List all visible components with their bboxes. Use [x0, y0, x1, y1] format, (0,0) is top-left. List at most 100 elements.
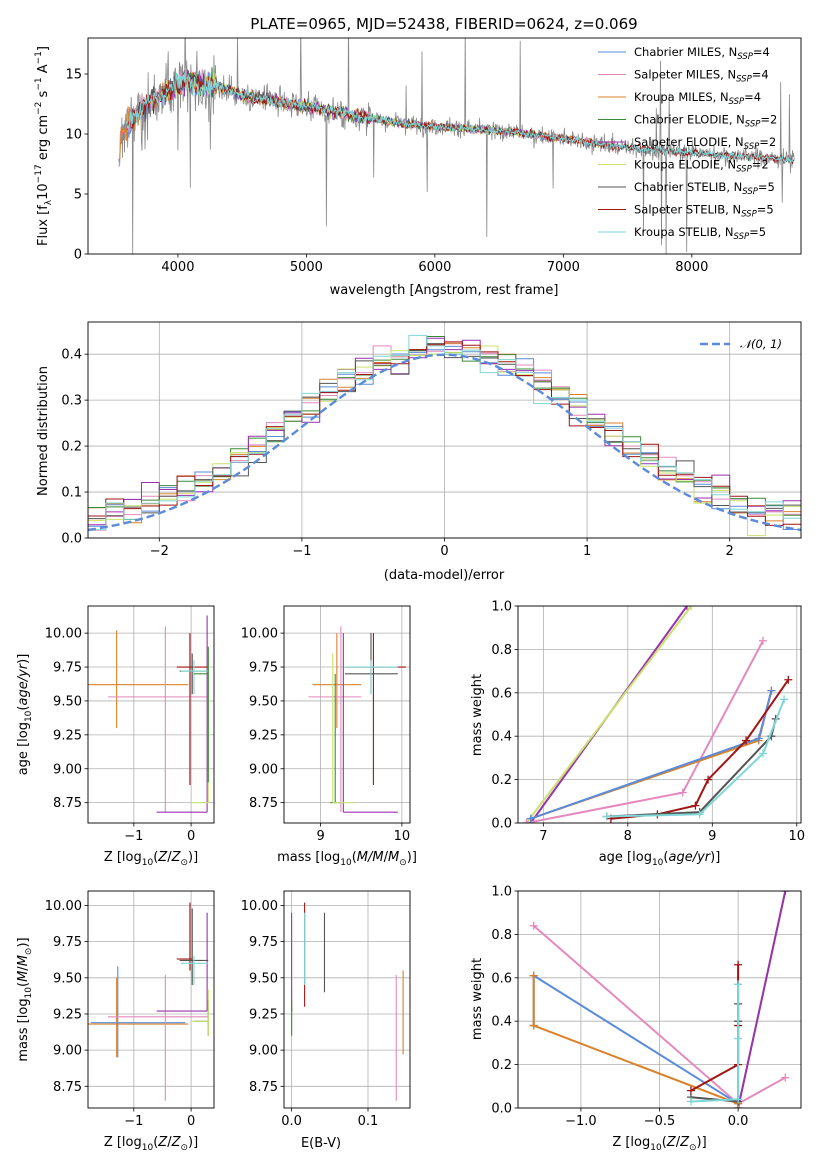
y-tick-label: 0.2: [61, 440, 82, 455]
p-ageZ-ylabel-part: age [log: [16, 722, 31, 775]
salpeter-miles-weight-marker: [758, 636, 767, 645]
p-ageM-xlabel-part: (: [352, 850, 357, 865]
chabrier-miles-weight-marker: [767, 686, 776, 695]
x-tick-label: 9: [316, 829, 324, 844]
legend-name: Chabrier ELODIE, N: [634, 113, 745, 127]
y-tick-label: 9.00: [249, 1044, 278, 1059]
x-tick-label: −2: [150, 544, 169, 559]
y-tick-label: 0: [74, 248, 82, 263]
salpeter-miles-histogram: [88, 343, 801, 538]
legend-label: Salpeter ELODIE, NSSP=2: [634, 135, 776, 152]
y-tick-label: 0.0: [491, 1102, 512, 1117]
p-ageZ-ylabel-part: )]: [16, 654, 31, 664]
observed-spectrum-line: [121, 38, 795, 254]
y-tick-label: 0.0: [491, 817, 512, 832]
x-tick-label: 10: [789, 829, 806, 844]
y-tick-label: 9.50: [249, 971, 278, 986]
y-tick-label: 0.2: [491, 773, 512, 788]
legend-label: Salpeter MILES, NSSP=4: [634, 68, 769, 85]
weight-z-ylabel: mass weight: [470, 958, 485, 1040]
legend-label: 𝒩(0, 1): [740, 337, 782, 351]
spectrum-ylabel-part: 10: [36, 183, 51, 200]
chabrier-miles-weight-line: [532, 973, 739, 1105]
p-mZ-ylabel-part: 10: [24, 987, 34, 999]
plot-area: [88, 902, 209, 1101]
x-tick-label: 8000: [675, 260, 708, 275]
legend-label: Salpeter STELIB, NSSP=5: [634, 203, 774, 220]
legend-sub: SSP: [734, 232, 750, 242]
spectrum-xlabel: wavelength [Angstrom, rest frame]: [330, 283, 559, 298]
p-mZ-ylabel-part: /: [16, 966, 31, 971]
spectrum-ylabel-part: Flux [f: [36, 205, 51, 246]
y-tick-label: 9.75: [53, 935, 82, 950]
chabrier-miles-weight-marker: [754, 734, 763, 743]
legend-tail: =5: [758, 180, 775, 194]
y-tick-label: 0.8: [491, 643, 512, 658]
y-tick-label: 8.75: [249, 796, 278, 811]
legend-name: Chabrier STELIB, N: [634, 180, 742, 194]
kroupa-stelib-weight-line: [606, 698, 786, 818]
salpeter-stelib-weight-line: [690, 964, 740, 1092]
spectrum-ylabel-part: −1: [34, 51, 44, 64]
plot-area: [118, 38, 795, 254]
p-ageZ-xlabel-part: /: [167, 850, 172, 865]
y-tick-label: 0.4: [491, 1015, 512, 1030]
plot-area: [522, 606, 793, 823]
p-mZ-ylabel: mass [log10(M/M⊙)]: [16, 937, 34, 1061]
y-tick-label: 0.1: [61, 486, 82, 501]
x-tick-label: 0.0: [728, 1114, 749, 1129]
kroupa-stelib-weight-marker: [686, 1097, 695, 1106]
legend-label: Kroupa MILES, NSSP=4: [634, 90, 761, 107]
kroupa-elodie-weight-line: [525, 606, 692, 823]
p-ageZ-xlabel-part: ⊙: [180, 858, 188, 868]
kroupa-stelib-histogram: [88, 334, 801, 538]
p-mZ-xlabel-part: Z: [157, 1135, 168, 1150]
y-tick-label: 5: [74, 188, 82, 203]
plot-area: [88, 615, 209, 813]
p-ageZ-xlabel-part: 10: [142, 858, 154, 868]
p-wZ-xlabel-part: 10: [650, 1143, 662, 1153]
spectrum-ylabel-part: A: [36, 64, 51, 77]
y-tick-label: 9.00: [249, 762, 278, 777]
axes-frame: [87, 605, 215, 824]
salpeter-stelib-weight-marker: [734, 960, 743, 969]
y-tick-label: 9.25: [249, 728, 278, 743]
y-tick-label: 10.00: [45, 899, 82, 914]
legend-name: Kroupa ELODIE, N: [634, 158, 736, 172]
y-tick-label: 0.2: [491, 1058, 512, 1073]
spectrum-ylabel-part: s: [36, 90, 51, 101]
spectrum-ylabel-part: −2: [34, 102, 44, 115]
x-tick-label: 0: [440, 544, 448, 559]
y-tick-label: 9.50: [53, 694, 82, 709]
y-tick-label: 0.6: [491, 971, 512, 986]
x-tick-label: 10: [394, 829, 411, 844]
p-ageM-xlabel-part: 10: [340, 858, 352, 868]
axes-frame: [283, 605, 411, 824]
p-mZ-xlabel-part: 10: [142, 1143, 154, 1153]
legend-label: Kroupa ELODIE, NSSP=2: [634, 158, 769, 175]
x-tick-label: 9: [708, 829, 716, 844]
p-mZ-ylabel-part: mass [log: [16, 998, 31, 1061]
axes-frame: [87, 890, 215, 1109]
y-tick-label: 10.00: [241, 627, 278, 642]
p-wAge-xlabel-part: age/yr: [668, 850, 711, 865]
p-mZ-xlabel-part: Z [log: [104, 1135, 142, 1150]
p-wZ-xlabel-part: Z: [666, 1135, 677, 1150]
y-tick-label: 9.50: [249, 694, 278, 709]
x-tick-label: 0: [187, 829, 195, 844]
x-tick-label: 7: [539, 829, 547, 844]
legend-label: Chabrier MILES, NSSP=4: [634, 45, 770, 62]
y-tick-label: 8.75: [53, 1080, 82, 1095]
y-tick-label: 10.00: [45, 627, 82, 642]
x-tick-label: 0.1: [358, 1114, 379, 1129]
salpeter-miles-weight-marker: [529, 921, 538, 930]
x-tick-label: −1: [124, 1114, 143, 1129]
chabrier-miles-weight-marker: [526, 814, 535, 823]
kroupa-stelib-weight-marker: [780, 695, 789, 704]
x-tick-label: 2: [726, 544, 734, 559]
y-tick-label: 0.3: [61, 394, 82, 409]
legend-sub: SSP: [745, 120, 761, 130]
